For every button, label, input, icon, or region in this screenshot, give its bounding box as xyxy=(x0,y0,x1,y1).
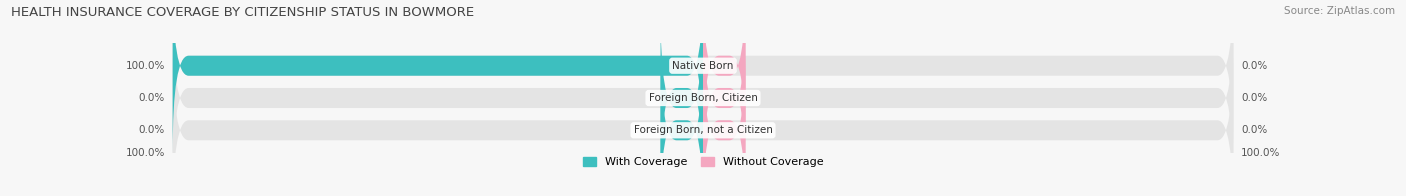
Text: 0.0%: 0.0% xyxy=(138,125,165,135)
FancyBboxPatch shape xyxy=(703,11,745,185)
Text: Source: ZipAtlas.com: Source: ZipAtlas.com xyxy=(1284,6,1395,16)
FancyBboxPatch shape xyxy=(173,0,1233,152)
FancyBboxPatch shape xyxy=(661,44,703,196)
FancyBboxPatch shape xyxy=(173,44,1233,196)
Text: 0.0%: 0.0% xyxy=(138,93,165,103)
FancyBboxPatch shape xyxy=(173,11,1233,185)
Text: 0.0%: 0.0% xyxy=(1241,93,1268,103)
Text: 100.0%: 100.0% xyxy=(125,61,165,71)
Legend: With Coverage, Without Coverage: With Coverage, Without Coverage xyxy=(582,157,824,167)
FancyBboxPatch shape xyxy=(703,0,745,152)
FancyBboxPatch shape xyxy=(703,44,745,196)
Text: 0.0%: 0.0% xyxy=(1241,61,1268,71)
Text: Native Born: Native Born xyxy=(672,61,734,71)
Text: 100.0%: 100.0% xyxy=(1241,148,1281,158)
FancyBboxPatch shape xyxy=(173,0,703,152)
Text: 0.0%: 0.0% xyxy=(1241,125,1268,135)
Text: 100.0%: 100.0% xyxy=(125,148,165,158)
Text: HEALTH INSURANCE COVERAGE BY CITIZENSHIP STATUS IN BOWMORE: HEALTH INSURANCE COVERAGE BY CITIZENSHIP… xyxy=(11,6,474,19)
Text: Foreign Born, Citizen: Foreign Born, Citizen xyxy=(648,93,758,103)
FancyBboxPatch shape xyxy=(661,11,703,185)
Text: Foreign Born, not a Citizen: Foreign Born, not a Citizen xyxy=(634,125,772,135)
